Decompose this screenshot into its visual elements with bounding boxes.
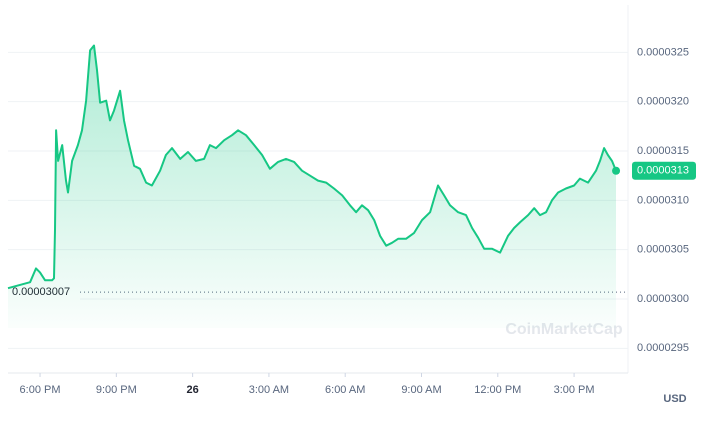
x-tick-label: 6:00 PM <box>20 384 61 396</box>
y-tick-label: 0.0000325 <box>637 46 689 58</box>
x-tick-label: 26 <box>187 384 199 396</box>
current-price-tag <box>632 161 696 180</box>
y-tick-label: 0.0000320 <box>637 96 689 108</box>
y-tick-label: 0.0000300 <box>637 293 689 305</box>
y-tick-label: 0.0000295 <box>637 342 689 354</box>
current-price-label: 0.0000313 <box>637 165 689 177</box>
price-line <box>7 44 617 290</box>
x-tick-label: 3:00 PM <box>554 384 595 396</box>
y-tick-label: 0.0000315 <box>637 145 689 157</box>
x-tick-label: 6:00 AM <box>325 384 365 396</box>
x-tick-label: 9:00 PM <box>96 384 137 396</box>
currency-unit: USD <box>663 393 686 405</box>
y-tick-label: 0.0000310 <box>637 194 689 206</box>
last-point-dot <box>612 166 621 175</box>
price-area <box>8 45 616 328</box>
x-tick-label: 12:00 PM <box>474 384 521 396</box>
x-tick-label: 3:00 AM <box>249 384 289 396</box>
y-tick-label: 0.0000305 <box>637 244 689 256</box>
x-tick-label: 9:00 AM <box>401 384 441 396</box>
